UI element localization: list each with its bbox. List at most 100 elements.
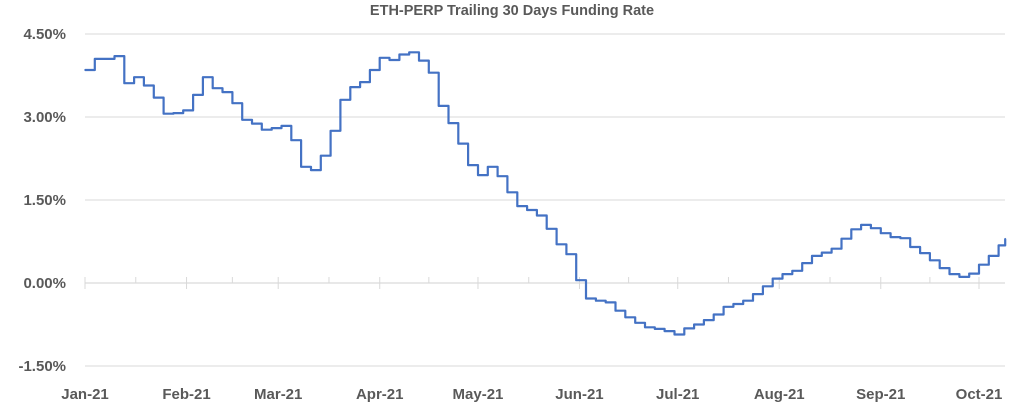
data-point xyxy=(133,76,135,78)
x-tick-label: Oct-21 xyxy=(956,386,1003,403)
data-point xyxy=(231,102,234,104)
data-point xyxy=(300,166,302,168)
data-point xyxy=(929,259,931,262)
data-point xyxy=(722,305,725,308)
data-point xyxy=(821,251,823,254)
data-point xyxy=(211,87,214,90)
x-tick-label: Mar-21 xyxy=(254,386,302,403)
data-point xyxy=(634,322,636,324)
data-point xyxy=(270,127,273,129)
data-point xyxy=(84,69,86,71)
y-axis-labels: 4.50% 3.00% 1.50% 0.00% -1.50% xyxy=(18,26,66,375)
data-point xyxy=(801,262,803,264)
x-tick-label: Apr-21 xyxy=(356,386,404,403)
chart-title: ETH-PERP Trailing 30 Days Funding Rate xyxy=(369,3,655,19)
data-point xyxy=(771,277,774,280)
data-point xyxy=(143,84,145,87)
data-point xyxy=(172,112,175,114)
data-point xyxy=(241,118,243,121)
data-point xyxy=(418,59,420,62)
data-point xyxy=(663,330,666,332)
data-point xyxy=(378,56,381,59)
data-point xyxy=(703,319,705,321)
data-point xyxy=(850,228,853,231)
data-point xyxy=(359,81,361,83)
data-point xyxy=(496,175,499,178)
data-point xyxy=(555,243,558,246)
data-point xyxy=(251,122,253,125)
data-point xyxy=(329,130,332,132)
data-point xyxy=(123,82,126,85)
data-point xyxy=(909,246,912,248)
funding-rate-line xyxy=(85,51,1007,336)
data-point xyxy=(870,227,872,230)
data-point xyxy=(486,166,489,168)
data-point xyxy=(948,273,951,275)
data-point xyxy=(899,237,902,239)
data-point xyxy=(1004,237,1006,240)
x-tick-label: Jan-21 xyxy=(61,386,109,403)
x-tick-label: Jun-21 xyxy=(555,386,603,403)
data-point xyxy=(506,191,509,194)
y-tick-label: 4.50% xyxy=(23,26,66,43)
data-point xyxy=(280,125,283,127)
data-point xyxy=(388,59,391,61)
data-point xyxy=(516,205,519,207)
data-point xyxy=(369,69,371,71)
data-point xyxy=(811,255,813,257)
data-point xyxy=(182,109,185,112)
data-point xyxy=(732,303,735,305)
data-point xyxy=(997,244,1000,247)
data-point xyxy=(202,76,204,78)
x-tick-label: Jul-21 xyxy=(656,386,699,403)
data-point xyxy=(879,232,882,234)
data-point xyxy=(447,122,450,124)
data-point xyxy=(477,174,479,176)
gridlines xyxy=(85,33,1005,367)
data-point xyxy=(310,169,312,171)
data-point xyxy=(978,263,980,266)
data-point xyxy=(113,55,116,57)
data-point xyxy=(565,253,568,256)
data-point xyxy=(290,139,293,142)
y-tick-label: 3.00% xyxy=(23,109,66,126)
x-tick-label: Aug-21 xyxy=(754,386,805,403)
data-point xyxy=(162,112,165,115)
data-point xyxy=(614,309,617,312)
data-point xyxy=(319,154,322,157)
data-point xyxy=(860,224,862,226)
data-point xyxy=(781,273,784,275)
data-point xyxy=(339,99,342,101)
x-axis-labels: Jan-21 Feb-21 Mar-21 Apr-21 May-21 Jun-21 Jul-… xyxy=(61,386,1002,403)
data-point xyxy=(103,58,106,60)
data-point xyxy=(644,326,646,329)
data-point xyxy=(536,214,538,217)
data-point xyxy=(261,128,263,131)
data-point xyxy=(624,316,627,319)
data-point xyxy=(840,237,843,240)
data-point xyxy=(752,293,754,295)
x-tick-label: Sep-21 xyxy=(856,386,905,403)
data-point xyxy=(585,297,587,300)
x-axis xyxy=(84,277,1005,289)
data-point xyxy=(919,252,921,254)
y-tick-label: 0.00% xyxy=(23,275,66,292)
data-point xyxy=(437,105,440,107)
data-point xyxy=(408,51,410,54)
data-point xyxy=(221,91,224,93)
y-tick-label: 1.50% xyxy=(23,192,66,209)
data-point xyxy=(988,255,990,257)
data-point xyxy=(526,209,528,211)
series xyxy=(84,51,1007,336)
data-point xyxy=(152,96,155,99)
data-point xyxy=(349,86,352,88)
data-point xyxy=(683,327,686,330)
data-point xyxy=(575,279,578,282)
data-point xyxy=(398,53,401,56)
data-point xyxy=(467,164,469,166)
data-point xyxy=(457,142,460,145)
data-point xyxy=(192,94,194,96)
data-point xyxy=(712,313,715,316)
data-point xyxy=(791,270,794,272)
